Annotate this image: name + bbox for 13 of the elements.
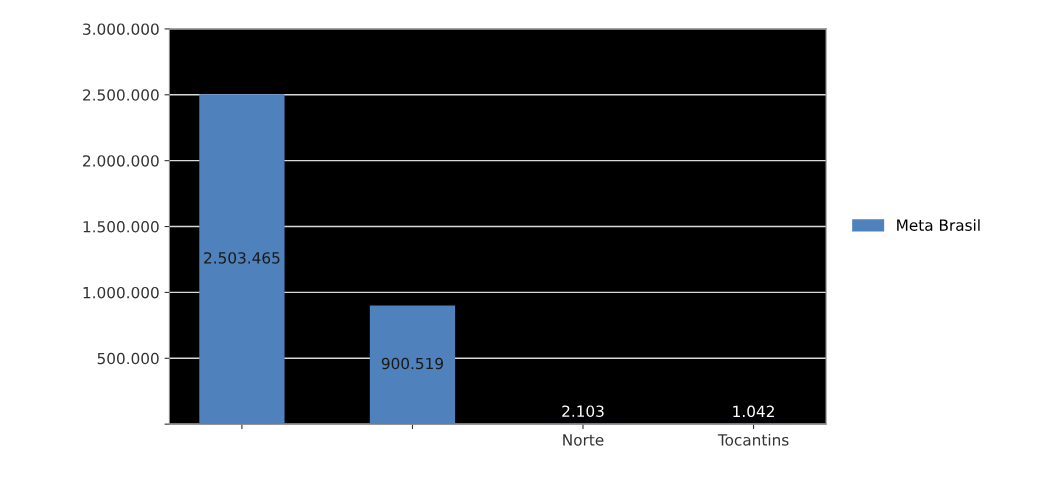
data-label: 900.519: [381, 357, 443, 370]
data-label: 1.042: [733, 405, 774, 418]
y-tick-label: 1.000.000: [83, 286, 159, 299]
y-tick-label: 3.000.000: [83, 23, 159, 35]
y-tick-label: 2.000.000: [83, 155, 159, 167]
x-tick-label: Tocantins: [717, 433, 789, 446]
y-tick-label: 1.500.000: [83, 221, 159, 233]
data-label: 2.103: [562, 405, 604, 417]
data-label: 2.503.465: [204, 252, 280, 264]
legend-label: Meta Brasil: [897, 219, 980, 231]
y-tick-label: 2.500.000: [83, 89, 159, 101]
x-tick-label: Norte: [563, 434, 604, 446]
y-tick-label: 500.000: [97, 352, 159, 365]
